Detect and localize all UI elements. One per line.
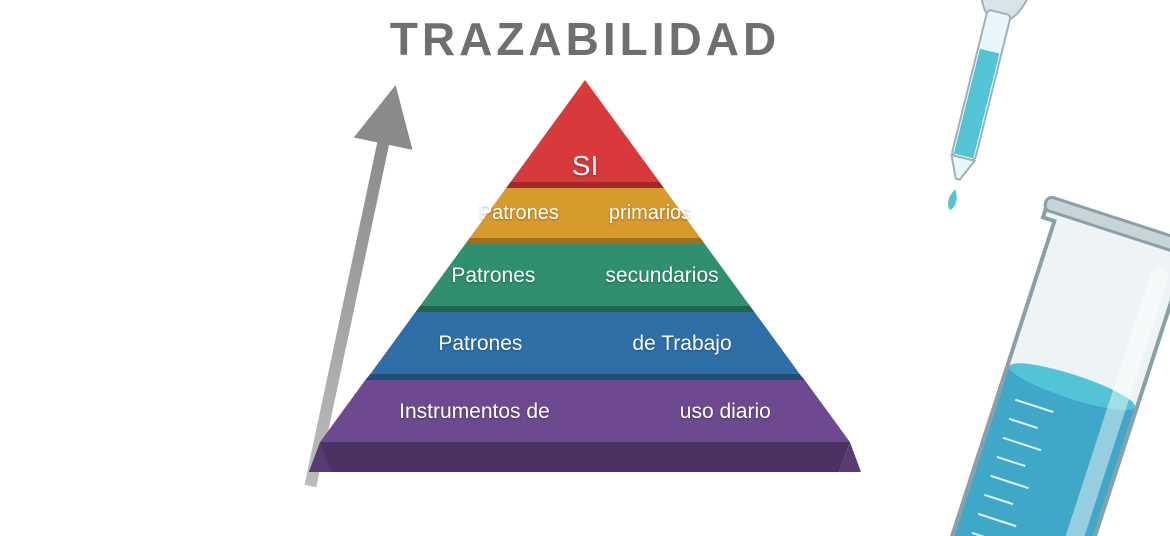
pyramid-level-2-bottom xyxy=(465,238,705,244)
pyramid-level-3-bottom xyxy=(416,306,755,312)
pyramid-label-2-right: primarios xyxy=(609,202,691,225)
pyramid-label-3-left: Patrones xyxy=(451,264,535,288)
pyramid-label-2-left: Patrones xyxy=(479,202,559,225)
pyramid-label-5-left: Instrumentos de xyxy=(399,400,550,424)
pyramid-label-4: Patrones de Trabajo xyxy=(285,332,885,356)
pyramid-level-4-bottom xyxy=(365,374,804,380)
test-tube-icon xyxy=(903,196,1170,536)
page-title: TRAZABILIDAD xyxy=(0,12,1170,66)
pyramid-label-4-right: de Trabajo xyxy=(632,332,731,356)
pyramid-level-5-left xyxy=(309,442,850,472)
pyramid-label-1: SI xyxy=(285,150,885,182)
pyramid-label-3: Patrones secundarios xyxy=(285,264,885,288)
pyramid-level-1-bottom xyxy=(506,182,664,188)
pyramid-label-3-right: secundarios xyxy=(605,264,718,288)
traceability-pyramid: SI Patrones primarios Patrones secundari… xyxy=(285,70,885,520)
pyramid-label-5: Instrumentos de uso diario xyxy=(285,400,885,424)
pyramid-label-5-right: uso diario xyxy=(680,400,771,424)
pyramid-label-2: Patrones primarios xyxy=(285,202,885,225)
pyramid-label-4-left: Patrones xyxy=(438,332,522,356)
pyramid-label-1-text: SI xyxy=(572,150,598,181)
